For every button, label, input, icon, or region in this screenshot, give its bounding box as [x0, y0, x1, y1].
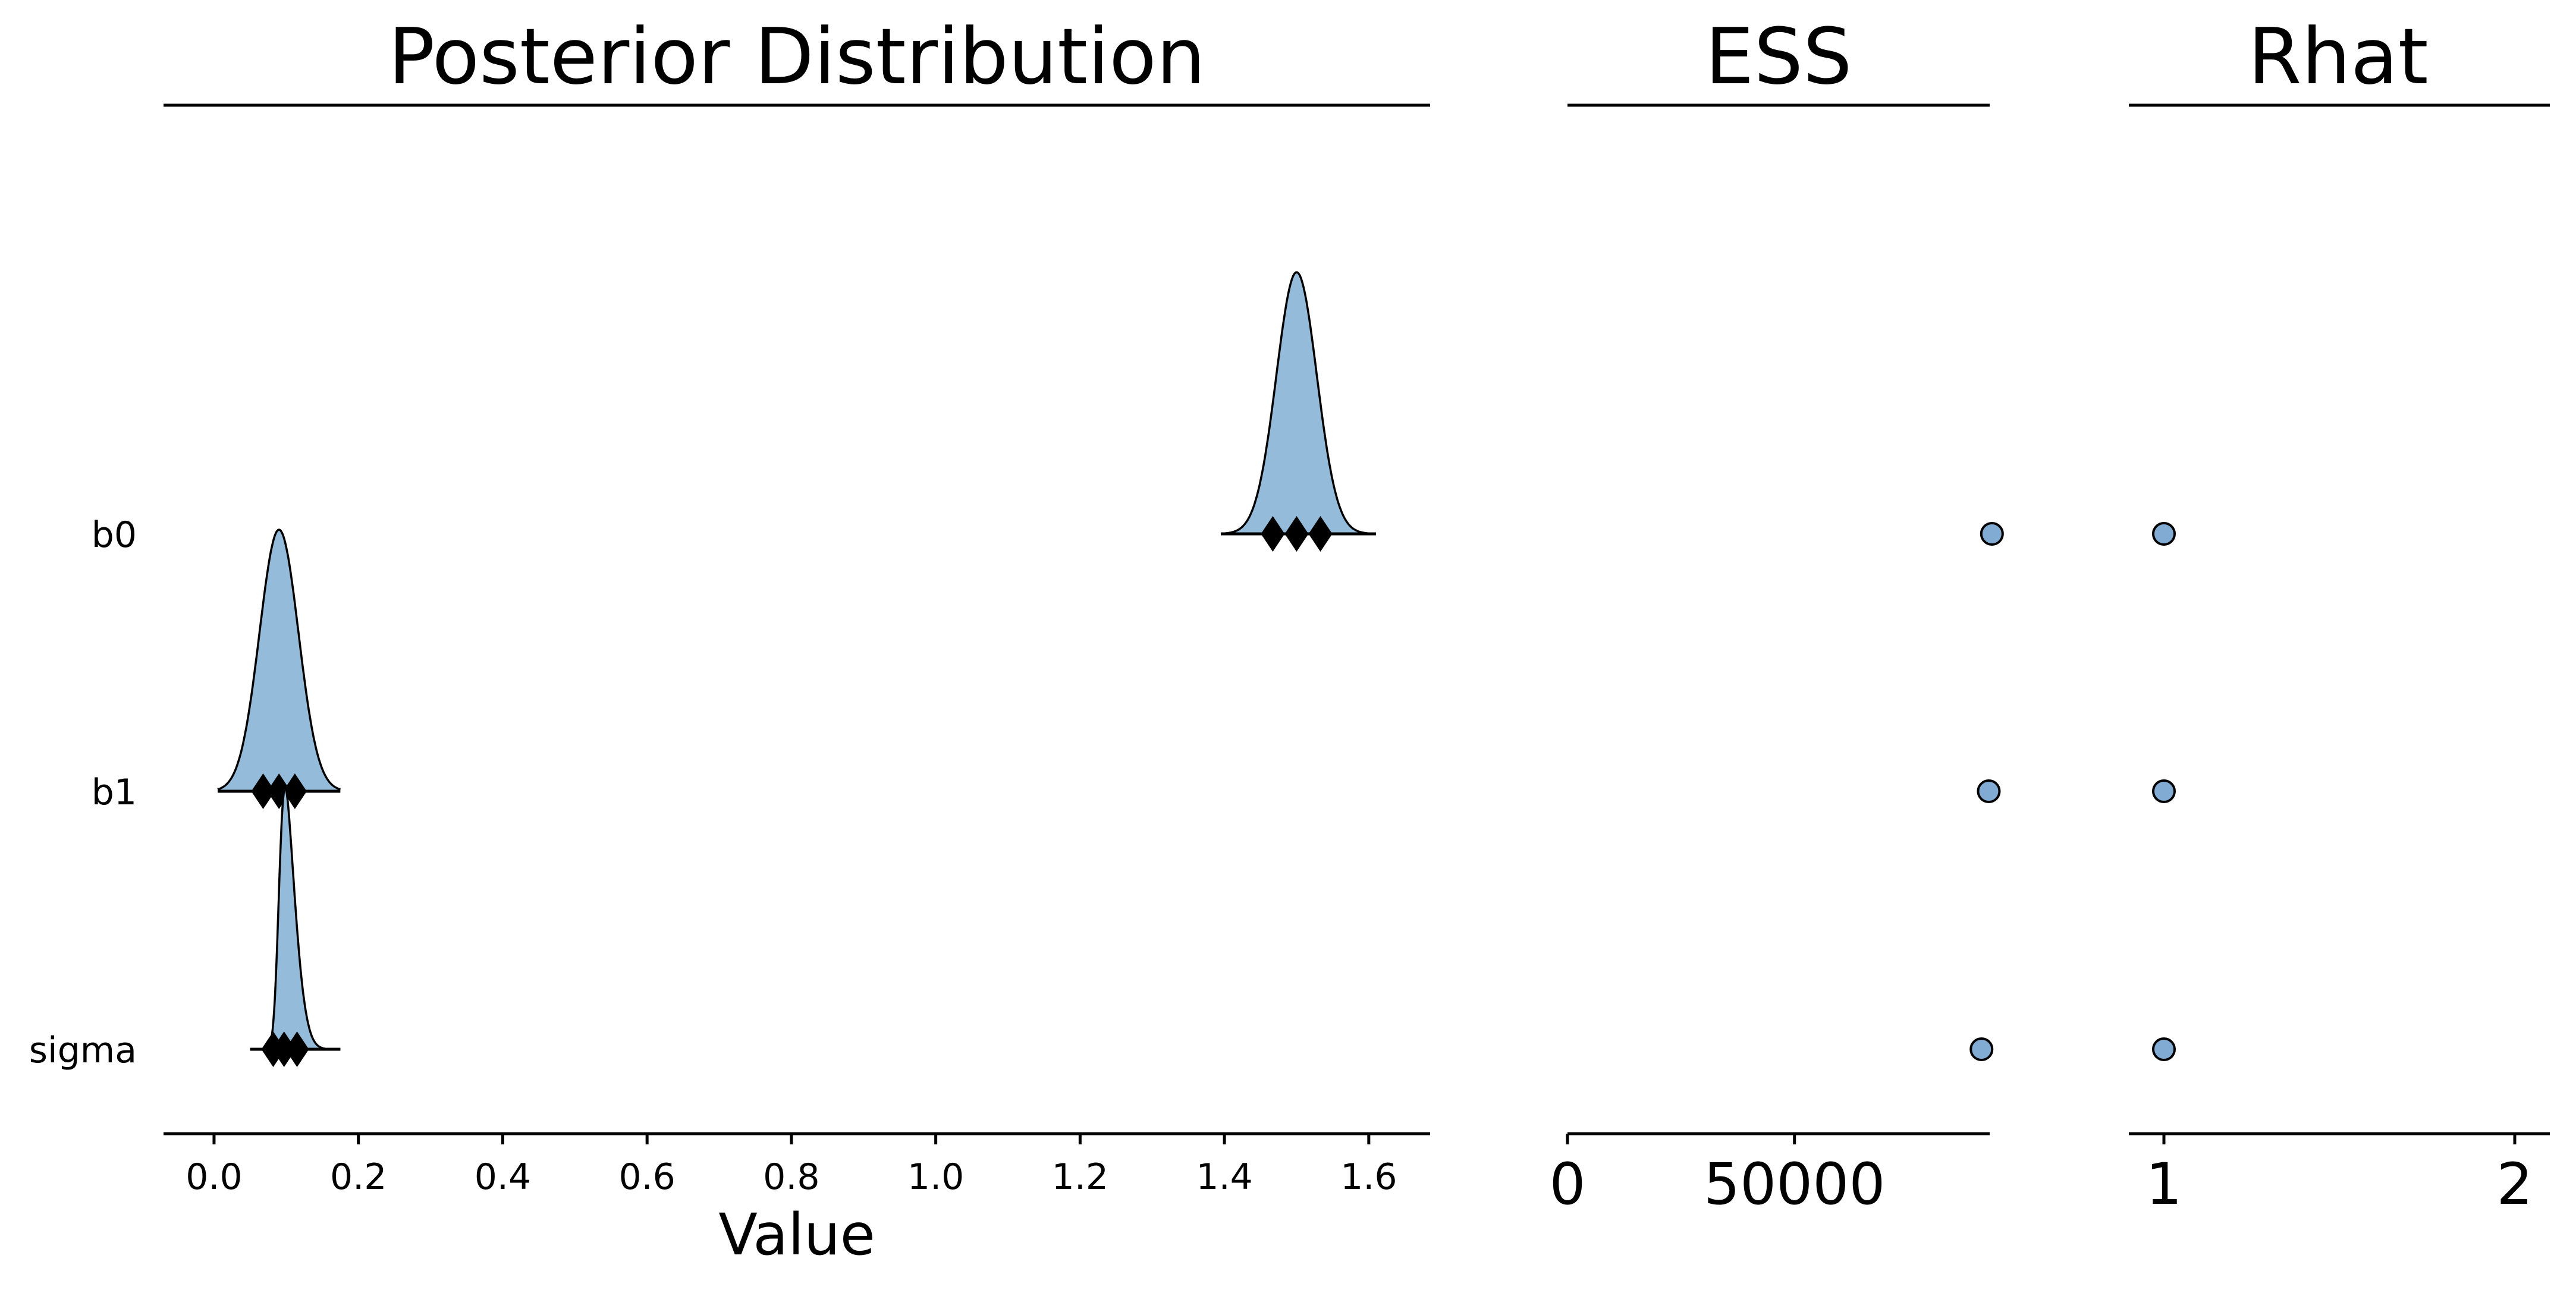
ridge-fill-sigma: [250, 788, 341, 1049]
posterior-x-tick-label: 1.2: [1052, 1156, 1108, 1198]
posterior-x-tick-label: 0.6: [618, 1156, 675, 1198]
ess-title: ESS: [1705, 11, 1852, 102]
posterior-x-label: Value: [718, 1201, 875, 1268]
rhat-points: [2152, 522, 2176, 1061]
rhat-point-b1: [2152, 779, 2176, 803]
posterior-x-tick-label: 0.8: [763, 1156, 819, 1198]
posterior-x-tick-label: 0.2: [330, 1156, 387, 1198]
posterior-x-tick-label: 1.0: [907, 1156, 964, 1198]
posterior-x-tick-label: 0.0: [186, 1156, 242, 1198]
ridge-fill-b0: [1221, 272, 1376, 534]
ess-point-sigma: [1969, 1037, 1994, 1061]
ess-point-b0: [1980, 522, 2004, 546]
ridge-outline-b1: [217, 528, 341, 791]
rhat-point-sigma: [2152, 1037, 2176, 1061]
ridge-outline-b0: [1220, 271, 1377, 535]
posterior-title: Posterior Distribution: [388, 11, 1205, 102]
posterior-panel: Posterior Distribution 0.0 0.2 0.4 0.6 0.8 1.…: [29, 11, 1430, 1268]
quartile-marker-b1: [282, 773, 307, 809]
posterior-x-tick-label: 1.4: [1196, 1156, 1252, 1198]
ess-point-b1: [1977, 779, 2001, 803]
posterior-x-tick-label: 0.4: [475, 1156, 531, 1198]
rhat-point-b0: [2152, 522, 2176, 546]
quartile-marker-sigma: [285, 1031, 309, 1067]
parameter-label-b1: b1: [92, 772, 137, 813]
ess-x-ticks: 0 50000: [1549, 1134, 1885, 1218]
ridge-fill-b1: [218, 530, 341, 791]
ess-x-tick-label: 0: [1549, 1151, 1585, 1218]
ess-points: [1969, 522, 2004, 1061]
posterior-ridges: [217, 271, 1377, 1067]
parameter-label-b0: b0: [92, 514, 137, 556]
parameter-labels: b0 b1 sigma: [29, 514, 137, 1071]
ess-panel: ESS 0 50000: [1549, 11, 2004, 1218]
parameter-label-sigma: sigma: [29, 1030, 137, 1071]
rhat-title: Rhat: [2248, 11, 2428, 102]
quartile-marker-b1: [251, 773, 275, 809]
rhat-x-tick-label: 2: [2496, 1151, 2533, 1218]
posterior-x-ticks: 0.0 0.2 0.4 0.6 0.8 1.0 1.2 1.4 1.6: [186, 1134, 1397, 1198]
rhat-x-tick-label: 1: [2145, 1151, 2182, 1218]
quartile-marker-b0: [1284, 516, 1309, 552]
ess-x-tick-label: 50000: [1704, 1151, 1885, 1218]
quartile-marker-sigma: [272, 1031, 296, 1067]
quartile-marker-b0: [1308, 516, 1333, 552]
quartile-marker-b0: [1261, 516, 1285, 552]
posterior-x-tick-label: 1.6: [1340, 1156, 1397, 1198]
